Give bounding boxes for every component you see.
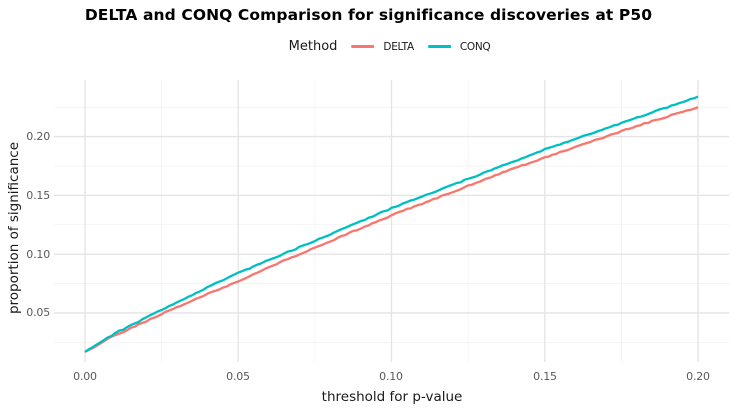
delta-line-swatch-icon — [351, 45, 375, 48]
series-line-conq — [84, 95, 699, 353]
y-tick-label: 0.05 — [26, 306, 50, 319]
y-tick-label: 0.20 — [26, 130, 50, 143]
legend-item-conq: CONQ — [427, 40, 491, 53]
x-tick-label: 0.10 — [379, 370, 403, 383]
x-tick-label: 0.05 — [226, 370, 250, 383]
y-tick-label: 0.10 — [26, 248, 50, 261]
x-tick-label: 0.15 — [533, 370, 557, 383]
legend: Method DELTA CONQ — [289, 39, 491, 54]
chart-title: DELTA and CONQ Comparison for significan… — [84, 6, 653, 24]
conq-line-swatch-icon — [427, 45, 451, 48]
x-tick-label: 0.20 — [686, 370, 710, 383]
x-tick-label: 0.00 — [73, 370, 97, 383]
x-axis-title: threshold for p-value — [321, 389, 463, 405]
y-axis-title: proportion of significance — [6, 141, 22, 315]
legend-title: Method — [288, 39, 338, 54]
series-line-delta — [84, 106, 699, 353]
legend-label-delta: DELTA — [383, 40, 414, 53]
legend-label-conq: CONQ — [459, 40, 491, 53]
y-tick-label: 0.15 — [26, 189, 50, 202]
legend-item-delta: DELTA — [351, 40, 414, 53]
